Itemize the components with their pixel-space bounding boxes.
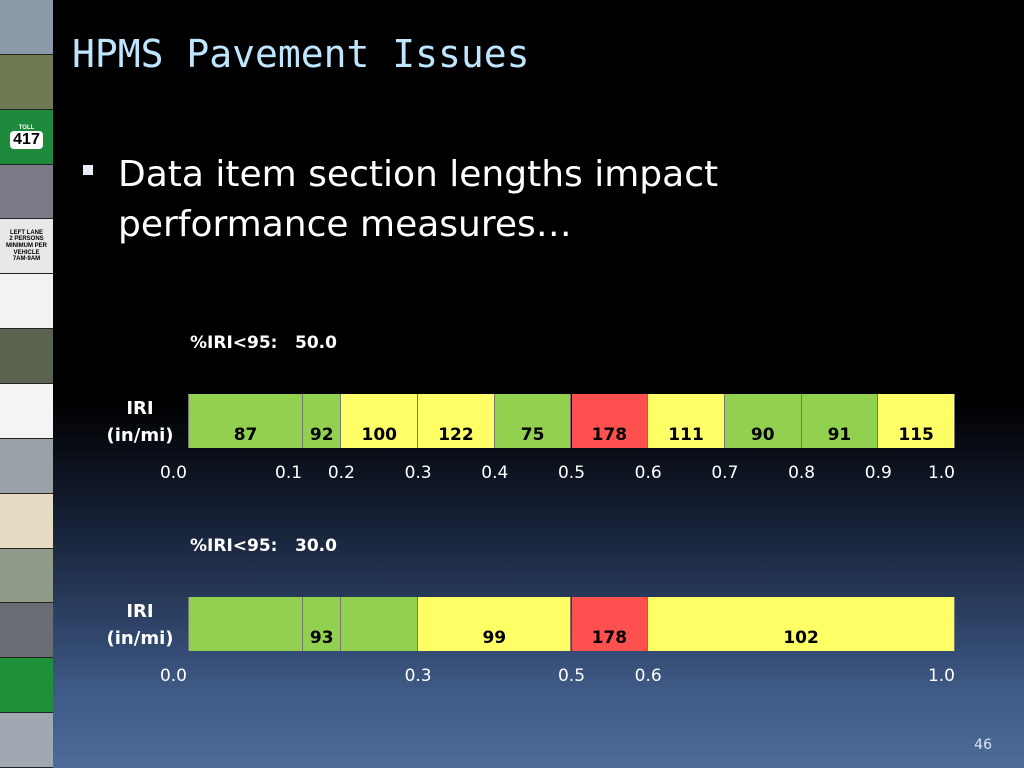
segment: 178 <box>571 597 649 651</box>
tick-label: 0.3 <box>404 666 432 686</box>
sign-text: 2 PERSONS MINIMUM PER VEHICLE <box>6 236 47 256</box>
row-label-line: IRI <box>126 398 154 419</box>
highway-interchange-photo <box>0 0 53 54</box>
stat-label: %IRI<95: <box>190 536 278 556</box>
segment: 111 <box>648 394 725 448</box>
toll-417-sign: TOLL 417 <box>0 109 53 164</box>
tick-label: 1.0 <box>927 463 955 483</box>
segment-value: 178 <box>591 628 628 648</box>
segment <box>188 597 304 651</box>
tick-label: 0.3 <box>404 463 432 483</box>
row-label-unit: (in/mi) <box>106 628 174 649</box>
row-label: IRI (in/mi) <box>95 598 185 652</box>
tick-label: 0.0 <box>159 463 187 483</box>
roundabout-aerial-photo <box>0 164 53 219</box>
sign-text: 7AM-9AM <box>12 256 41 263</box>
bullet-text: Data item section lengths impact perform… <box>118 154 719 245</box>
segment-value: 87 <box>233 425 258 445</box>
segment: 100 <box>341 394 419 448</box>
tick-label: 0.4 <box>481 463 509 483</box>
tick-label: 0.6 <box>634 666 662 686</box>
tick-label: 0.7 <box>711 463 739 483</box>
segment: 91 <box>801 394 879 448</box>
map-tile <box>0 493 53 548</box>
segment: 115 <box>878 394 955 448</box>
tick-label: 0.9 <box>864 463 892 483</box>
segment-value: 100 <box>361 425 397 445</box>
road-aerial-photo <box>0 329 53 383</box>
segment-value: 115 <box>898 425 934 445</box>
segment: 75 <box>494 394 572 448</box>
page-number: 46 <box>974 737 992 753</box>
stat-value: 30.0 <box>295 536 337 556</box>
tick-label: 0.5 <box>557 666 586 686</box>
road-centerline-photo <box>0 54 53 109</box>
segment-value: 99 <box>482 628 507 648</box>
segment-value: 178 <box>591 425 628 445</box>
tick-label: 0.6 <box>634 463 662 483</box>
segment-value: 91 <box>827 425 852 445</box>
sign-text: 417 <box>10 131 43 149</box>
overpass-photo <box>0 438 53 493</box>
segment-bar: 87 92 100 122 75 178 111 90 91 115 <box>188 394 955 448</box>
tick-label: 1.0 <box>927 666 955 686</box>
segment <box>341 597 419 651</box>
segment: 99 <box>418 597 572 651</box>
sign-text: TOLL <box>18 124 35 131</box>
highway-traffic-photo <box>0 713 53 767</box>
sidebar-photo-strip: TOLL 417 LEFT LANE 2 PERSONS MINIMUM PER VE… <box>0 0 53 768</box>
segment: 102 <box>648 597 955 651</box>
segment-value: 111 <box>668 425 704 445</box>
slide-title: HPMS Pavement Issues <box>72 32 530 76</box>
segment-value: 122 <box>438 425 474 445</box>
segment-value: 75 <box>520 425 545 445</box>
segment-value: 102 <box>783 628 819 648</box>
segment-value: 92 <box>309 425 334 445</box>
tick-label: 0.1 <box>275 463 303 483</box>
row-label-line: IRI <box>126 601 154 622</box>
hov-lane-sign: LEFT LANE 2 PERSONS MINIMUM PER VEHICLE 7A… <box>0 219 53 274</box>
segment: 87 <box>188 394 304 448</box>
stat-label: %IRI<95: <box>190 333 278 353</box>
row-label: IRI (in/mi) <box>95 395 185 449</box>
tick-label: 0.0 <box>159 666 187 686</box>
segment: 90 <box>724 394 802 448</box>
road-photo <box>0 603 53 658</box>
road-traffic-photo <box>0 548 53 603</box>
stat-value: 50.0 <box>295 333 337 353</box>
segment-value: 93 <box>309 628 334 648</box>
segment: 178 <box>571 394 649 448</box>
segment: 92 <box>303 394 342 448</box>
lane-diagram <box>0 274 53 329</box>
tick-label: 0.8 <box>788 463 816 483</box>
sign-text: LEFT LANE <box>10 229 43 236</box>
row-label-unit: (in/mi) <box>106 425 174 446</box>
bullet-square-icon <box>83 165 93 175</box>
segment: 93 <box>303 597 342 651</box>
tick-label: 0.2 <box>327 463 355 483</box>
tick-label: 0.5 <box>557 463 586 483</box>
segment-value: 90 <box>750 425 775 445</box>
segment-bar: 93 99 178 102 <box>188 597 955 651</box>
intersection-diagram <box>0 384 53 438</box>
green-sign <box>0 658 53 713</box>
segment: 122 <box>418 394 495 448</box>
